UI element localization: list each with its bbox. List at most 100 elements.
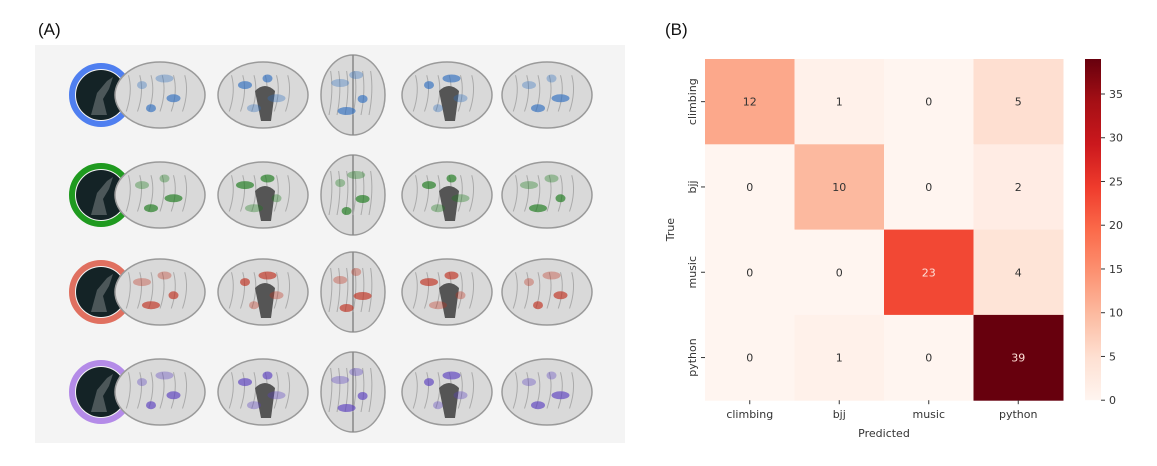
activation-blob: [553, 291, 568, 300]
heatmap-cell: [884, 314, 974, 401]
icon-figure: [91, 274, 113, 312]
brain-sulcus: [524, 272, 530, 309]
y-axis-label: True: [664, 218, 677, 243]
activation-blob: [351, 268, 362, 276]
activity-row-bjj: [69, 154, 593, 236]
icon-figure: [91, 177, 113, 215]
brainstem: [439, 283, 459, 318]
activation-blob: [349, 368, 364, 376]
brain-sulcus: [457, 75, 463, 112]
activation-blob: [133, 278, 151, 287]
y-tick-label: climbing: [686, 78, 699, 125]
colorbar-tick-label: 15: [1109, 263, 1123, 276]
activation-blob: [144, 204, 158, 213]
brain-sulcus: [368, 70, 373, 116]
activation-blob: [269, 291, 284, 300]
brain-sulcus: [512, 75, 518, 112]
x-tick-label: bjj: [833, 408, 846, 421]
brain-sulcus: [412, 75, 418, 112]
brainstem: [255, 86, 275, 121]
activation-blob: [271, 194, 282, 203]
brain-view-3: [320, 54, 386, 136]
heatmap-cell: [705, 314, 795, 401]
brain-sulcus: [352, 170, 357, 216]
activation-blob: [551, 94, 570, 103]
activation-blob: [238, 81, 252, 90]
activation-blob: [420, 278, 438, 287]
activation-blob: [347, 171, 366, 179]
activation-blob: [142, 301, 160, 310]
activity-row-music: [69, 251, 593, 333]
brain-sulcus: [240, 175, 246, 212]
cell-value-label: 4: [1015, 266, 1022, 279]
activation-blob: [429, 301, 447, 310]
brain-view-3: [320, 351, 386, 433]
activation-blob: [524, 278, 534, 287]
colorbar-tick-label: 35: [1109, 88, 1123, 101]
brain-sulcus: [170, 272, 176, 309]
brain-view-5: [501, 61, 593, 129]
panel-b-label: (B): [665, 20, 688, 39]
brain-view-1: [114, 358, 206, 426]
activation-blob: [451, 194, 470, 203]
brain-sulcus: [273, 372, 279, 409]
brain-sulcus: [368, 170, 373, 216]
activation-blob: [238, 378, 252, 387]
brain-sulcus: [546, 272, 552, 309]
activation-blob: [542, 271, 561, 280]
brain-sulcus: [457, 272, 463, 309]
brain-sulcus: [512, 175, 518, 212]
heatmap-cell: [794, 144, 885, 231]
activation-blob: [424, 378, 434, 387]
icon-disc: [76, 170, 126, 220]
brain-view-5: [501, 258, 593, 326]
brain-sulcus: [159, 175, 165, 212]
brain-sulcus: [412, 372, 418, 409]
brain-view-2: [217, 161, 309, 229]
brain-sulcus: [336, 267, 341, 313]
activation-blob: [331, 79, 350, 87]
activation-blob: [424, 81, 434, 90]
icon-figure: [91, 77, 113, 115]
brain-sulcus: [137, 272, 143, 309]
brain-sulcus: [557, 175, 563, 212]
brain-sulcus: [240, 372, 246, 409]
activation-blob: [146, 401, 156, 410]
x-tick-label: music: [912, 408, 945, 421]
brain-sulcus: [469, 272, 475, 309]
activation-blob: [137, 81, 147, 90]
activation-blob: [357, 392, 368, 400]
activation-blob: [166, 391, 181, 400]
heatmap-cell: [705, 144, 795, 231]
activation-blob: [551, 391, 570, 400]
brain-sulcus: [569, 75, 575, 112]
activation-blob: [240, 278, 250, 287]
brainstem: [439, 86, 459, 121]
brain-sulcus: [137, 372, 143, 409]
heatmap-cell: [884, 59, 974, 145]
brain-sulcus: [360, 170, 365, 216]
cell-value-label: 0: [746, 181, 753, 194]
cell-value-label: 1: [836, 96, 843, 109]
brainstem: [255, 383, 275, 418]
brain-view-1: [114, 258, 206, 326]
brain-view-1: [114, 161, 206, 229]
colorbar-tick-label: 30: [1109, 132, 1123, 145]
brain-sulcus: [368, 267, 373, 313]
activation-blob: [522, 378, 536, 387]
activation-blob: [247, 401, 261, 410]
heatmap-cell: [794, 314, 885, 401]
y-tick-label: bjj: [686, 180, 699, 193]
brain-sulcus: [412, 175, 418, 212]
brain-sulcus: [336, 170, 341, 216]
activation-blob: [267, 391, 286, 400]
brain-sulcus: [328, 367, 333, 413]
activation-blob: [249, 301, 259, 310]
brain-sulcus: [469, 175, 475, 212]
activation-blob: [245, 204, 263, 213]
brain-sulcus: [125, 175, 131, 212]
brain-sulcus: [285, 75, 291, 112]
colorbar-tick-label: 25: [1109, 175, 1123, 188]
brainstem: [255, 186, 275, 221]
cell-value-label: 0: [925, 352, 932, 365]
